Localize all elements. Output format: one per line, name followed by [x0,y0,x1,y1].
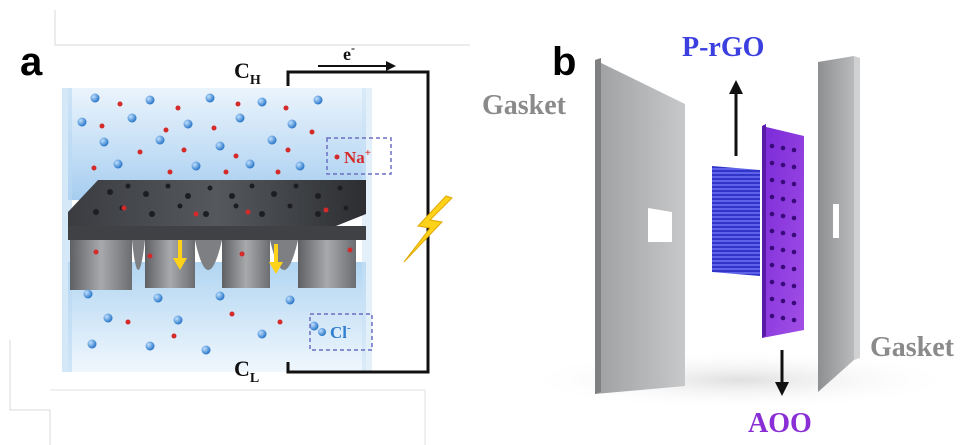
aoo-pore [791,164,797,170]
gasket-label-left: Gasket [482,90,567,121]
aoo-pore [769,143,775,149]
solution-side-glow [362,88,372,372]
electron-label: e- [343,41,355,64]
aoo-pore [780,247,786,253]
aoo-pore [791,215,797,221]
cation-label-box [326,137,392,175]
aoo-pore [780,281,786,287]
aoo-pore [780,315,786,321]
aoo-pore [769,177,775,183]
solution-side-glow [62,88,72,372]
aoo-pore [780,264,786,270]
ion-flow-arrows [173,240,283,274]
cl-label: CL [234,356,259,386]
prgo-arrowhead [729,80,743,94]
aoo-pores [769,143,797,323]
anion-legend-dot [318,328,326,336]
aoo-pore [791,300,797,306]
aoo-pore [791,232,797,238]
right-gasket-window [833,204,839,238]
left-gasket-window [648,208,672,242]
aoo-pore [791,249,797,255]
left-gasket-edge [595,58,601,394]
prgo-membrane [712,166,760,276]
aoo-pore [769,313,775,319]
panel-a-diagram: e- CH CL Na+ Cl- [9,10,470,445]
lightning-icon [403,195,453,263]
cl-ion-label: Cl- [330,322,351,342]
aoo-pore [791,283,797,289]
na-label: Na+ [344,147,371,167]
frame-line [54,10,470,46]
panel-b-diagram: P-rGO AOO Gasket Gasket [482,32,960,439]
aoo-pore [780,230,786,236]
aoo-pore [769,262,775,268]
electron-arrowhead [386,61,396,71]
aoo-pore [769,296,775,302]
aoo-pore [791,317,797,323]
aoo-pore [780,298,786,304]
panel-b: P-rGO AOO Gasket Gasket b [470,0,969,445]
aoo-pore [780,179,786,185]
aoo-pore [791,266,797,272]
aoo-pore [791,198,797,204]
aoo-pore [780,196,786,202]
membrane-front [68,226,366,240]
anion-particles [77,93,323,355]
panel-b-letter: b [552,40,577,84]
aoo-label: AOO [748,408,812,439]
aoo-pore [791,181,797,187]
left-gasket [595,60,685,394]
prgo-label: P-rGO [682,32,764,63]
panel-a-letter: a [20,40,43,84]
panel-a: e- CH CL Na+ Cl- a [0,0,470,445]
aoo-pore [769,211,775,217]
aoo-pore [769,245,775,251]
aoo-pore [780,162,786,168]
cation-particles [91,101,353,339]
frame-line [50,389,426,445]
cation-legend-dot [334,154,340,160]
aoo-membrane-edge [762,124,766,338]
aoo-pore [791,147,797,153]
aoo-pore [769,160,775,166]
aoo-pore [780,213,786,219]
aoo-pore [780,145,786,151]
aoo-pore [769,194,775,200]
aoo-pore [769,228,775,234]
anion-label-box [309,313,373,351]
membrane-top [68,180,366,226]
ch-label: CH [234,58,261,88]
frame-line [9,340,51,445]
gasket-label-right: Gasket [870,332,955,363]
aoo-pore [769,279,775,285]
right-gasket-face [854,56,860,360]
aoo-arrowhead [775,382,789,396]
